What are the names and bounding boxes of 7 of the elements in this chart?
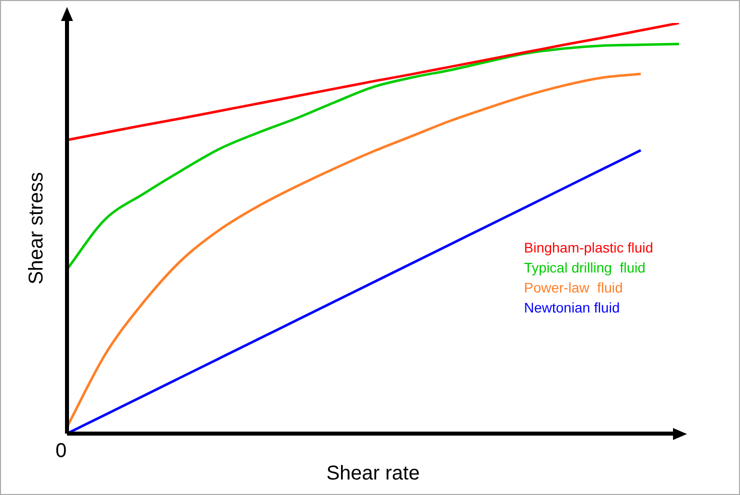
x-axis-title: Shear rate <box>326 462 420 485</box>
text: Bingham-plastic fluid <box>524 239 654 256</box>
text: Power-law fluid <box>524 279 623 296</box>
text: Newtonian fluid <box>524 299 620 316</box>
y-axis-title: Shear stress <box>26 172 48 284</box>
text: 0 <box>55 440 67 462</box>
text: Typical drilling fluid <box>524 259 646 276</box>
